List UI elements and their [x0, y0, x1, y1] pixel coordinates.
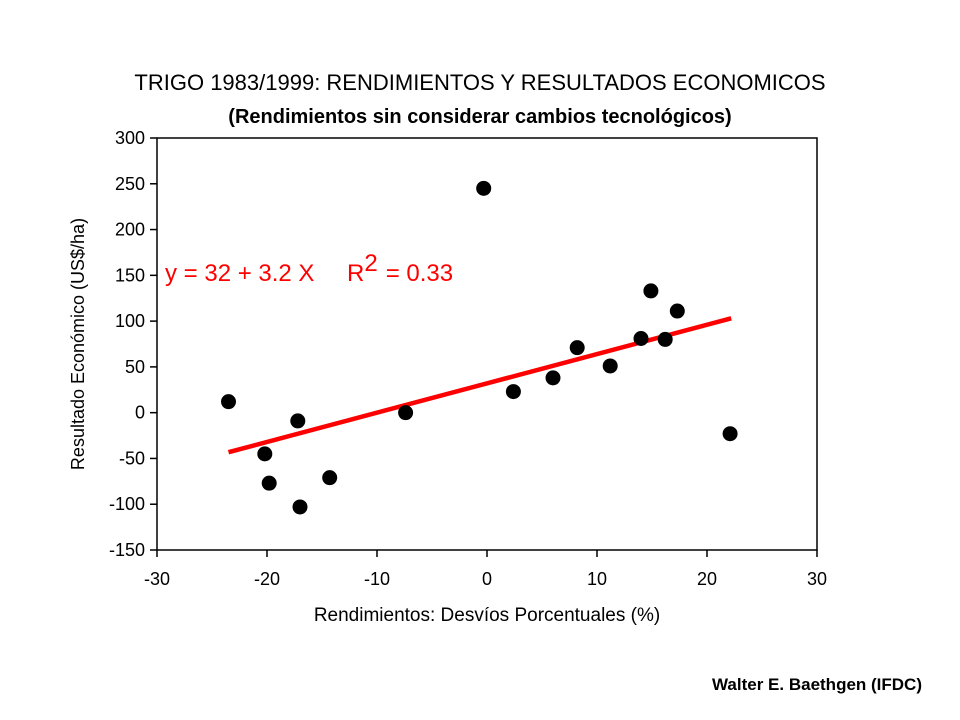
y-axis-label: Resultado Económico (US$/ha) — [68, 218, 88, 470]
y-tick-label: 200 — [115, 220, 145, 240]
x-tick-label: -10 — [364, 569, 390, 589]
data-point — [476, 180, 492, 196]
data-point — [722, 426, 738, 442]
y-tick-label: -50 — [119, 448, 145, 468]
data-point — [261, 475, 277, 491]
data-point — [643, 283, 659, 299]
data-point — [257, 446, 273, 462]
x-tick-label: 30 — [807, 569, 827, 589]
y-tick-label: -100 — [109, 494, 145, 514]
data-point — [290, 413, 306, 429]
chart-subtitle: (Rendimientos sin considerar cambios tec… — [228, 106, 732, 128]
y-tick-label: 300 — [115, 128, 145, 148]
data-point — [545, 370, 561, 386]
data-point — [322, 470, 338, 486]
data-point — [633, 331, 649, 347]
data-point — [505, 384, 521, 400]
data-point — [292, 499, 308, 515]
y-axis: 300 250 200 150 100 50 0 -50 -100 -150 — [109, 128, 157, 560]
x-tick-label: 0 — [482, 569, 492, 589]
y-tick-label: -150 — [109, 540, 145, 560]
x-tick-label: 10 — [587, 569, 607, 589]
data-point — [657, 331, 673, 347]
data-point — [602, 358, 618, 374]
data-point — [669, 303, 685, 319]
r-squared-annotation: R2 = 0.33 — [347, 250, 453, 287]
x-axis-label: Rendimientos: Desvíos Porcentuales (%) — [314, 605, 660, 626]
trendline-equation: y = 32 + 3.2 X — [165, 260, 314, 287]
r-label: R — [347, 260, 364, 287]
data-point — [221, 394, 236, 410]
x-axis: -30 -20 -10 0 10 20 30 — [144, 550, 827, 589]
r-value: = 0.33 — [386, 260, 453, 287]
x-tick-label: -30 — [144, 569, 170, 589]
x-tick-label: 20 — [697, 569, 717, 589]
y-tick-label: 150 — [115, 265, 145, 285]
r-exponent: 2 — [364, 250, 377, 277]
x-tick-label: -20 — [254, 569, 280, 589]
chart-title: TRIGO 1983/1999: RENDIMIENTOS Y RESULTAD… — [134, 70, 826, 95]
author-credit: Walter E. Baethgen (IFDC) — [712, 675, 922, 694]
data-point — [398, 405, 414, 421]
data-point — [569, 340, 585, 356]
y-tick-label: 250 — [115, 174, 145, 194]
y-tick-label: 50 — [125, 357, 145, 377]
y-tick-label: 100 — [115, 311, 145, 331]
y-tick-label: 0 — [135, 403, 145, 423]
data-points — [221, 180, 738, 515]
plot-area — [156, 137, 818, 551]
